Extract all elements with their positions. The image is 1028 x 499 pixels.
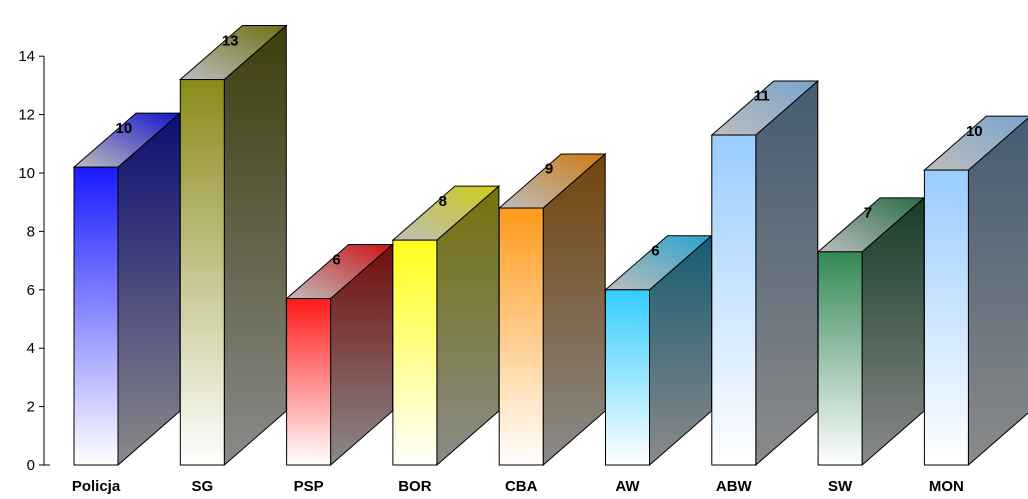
data-label-bor: 8 (439, 193, 447, 210)
bar-front (817, 251, 863, 466)
bar-side (967, 117, 1028, 467)
bar-side (223, 24, 287, 467)
bar-front (498, 207, 544, 466)
bar-side (755, 79, 819, 467)
bar-bor (391, 185, 501, 467)
category-label-cba: CBA (505, 478, 538, 495)
data-label-cba: 9 (545, 161, 553, 178)
data-label-abw: 11 (754, 88, 770, 105)
bar-sg (178, 24, 288, 467)
category-label-sw: SW (828, 478, 853, 495)
bar-front (605, 289, 650, 466)
bar-policja (72, 112, 182, 467)
bar-psp (285, 243, 394, 467)
labels: 10 Policja 13 SG 6 PSP 8 BOR 9 CBA 6 AW 11 ABW 7 SW 10 MO… (72, 32, 983, 495)
bar-front (73, 166, 119, 466)
y-tick-label: 4 (27, 340, 35, 357)
bar-front (179, 79, 225, 466)
bar-side (542, 152, 606, 467)
data-label-psp: 6 (332, 251, 340, 268)
y-tick-label: 8 (27, 223, 35, 240)
bar-cba (497, 152, 607, 467)
y-axis: 0 2 4 6 8 10 12 14 (18, 48, 50, 474)
y-tick-label: 12 (18, 107, 35, 124)
bar-side (117, 112, 181, 467)
bar-mon (923, 115, 1028, 467)
category-label-abw: ABW (716, 478, 753, 495)
category-label-sg: SG (191, 478, 213, 495)
y-tick-label: 14 (18, 48, 35, 65)
bar-abw (710, 79, 820, 467)
bar-front (392, 239, 438, 466)
y-tick-label: 2 (27, 399, 35, 416)
data-label-mon: 10 (966, 123, 983, 140)
category-label-mon: MON (929, 478, 964, 495)
y-tick-label: 6 (27, 282, 35, 299)
category-label-policja: Policja (72, 478, 121, 495)
category-label-psp: PSP (294, 478, 324, 495)
data-label-sw: 7 (864, 205, 872, 222)
data-label-policja: 10 (116, 120, 133, 137)
data-label-aw: 6 (651, 243, 659, 260)
bar-front (923, 169, 969, 466)
category-label-bor: BOR (398, 478, 432, 495)
bar-aw (604, 234, 713, 467)
bar-front (711, 134, 757, 466)
data-label-sg: 13 (222, 32, 239, 49)
category-label-aw: AW (615, 478, 640, 495)
bars (72, 24, 1028, 467)
y-tick-label: 10 (18, 165, 35, 182)
bar-front (286, 298, 332, 466)
bar-sw (816, 196, 926, 467)
y-tick-label: 0 (27, 457, 35, 474)
